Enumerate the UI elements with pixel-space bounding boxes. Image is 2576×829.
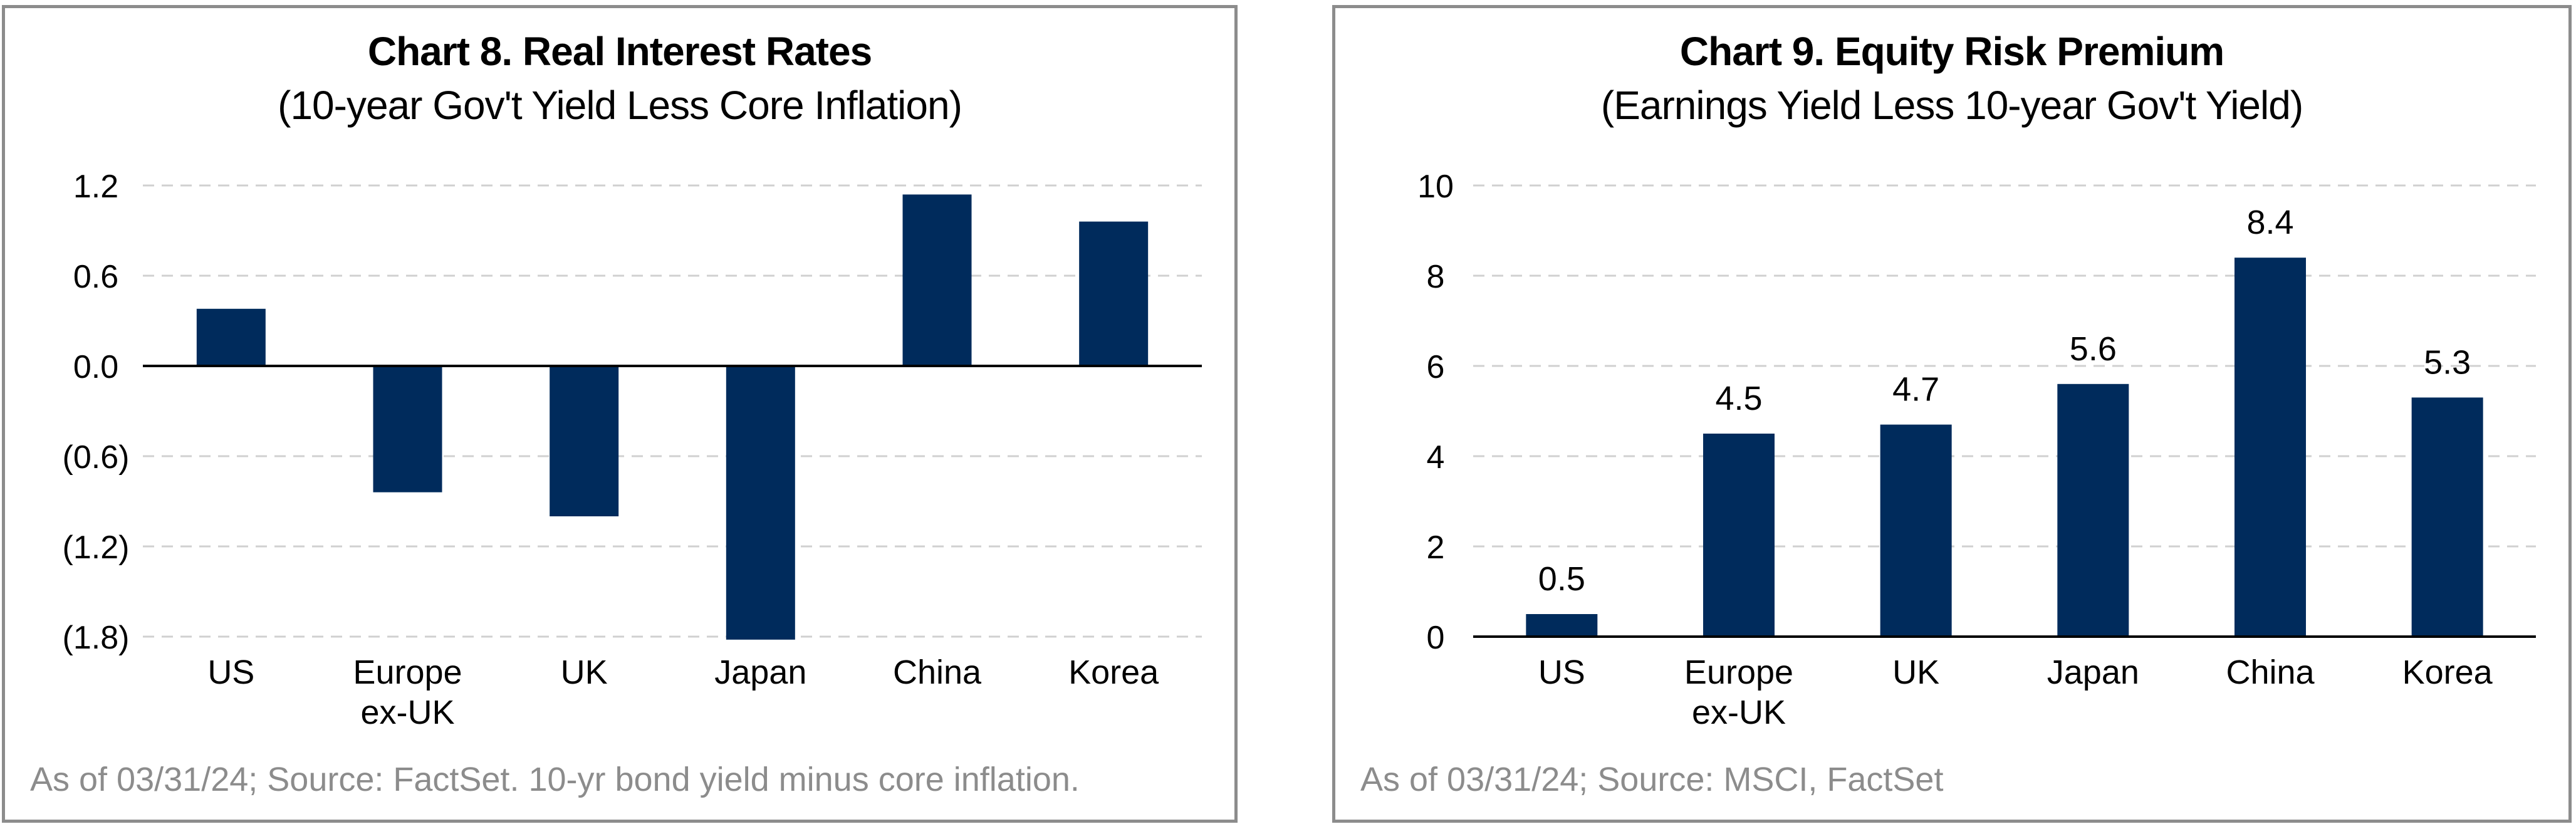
bar <box>726 366 795 640</box>
category-label: ex-UK <box>360 694 454 731</box>
y-tick-label: (1.8) <box>63 620 130 656</box>
chart-8-title: Chart 8. Real Interest Rates <box>367 29 872 74</box>
data-label: 4.5 <box>1715 380 1762 417</box>
chart-9-title: Chart 9. Equity Risk Premium <box>1679 29 2224 74</box>
bar <box>1079 221 1149 366</box>
chart-8-panel: Chart 8. Real Interest Rates (10-year Go… <box>2 5 1238 823</box>
data-label: 5.6 <box>2070 330 2117 368</box>
category-label: Korea <box>1068 654 1159 691</box>
data-label: 0.5 <box>1538 560 1585 598</box>
y-tick-label: 4 <box>1427 439 1445 476</box>
bar <box>550 366 619 516</box>
data-label: 4.7 <box>1892 371 1939 409</box>
category-label: US <box>207 654 254 691</box>
y-tick-label: 10 <box>1417 169 1454 205</box>
bar <box>2411 397 2483 637</box>
bar <box>1880 424 1952 637</box>
category-label: UK <box>561 654 608 691</box>
y-tick-label: 8 <box>1427 259 1445 295</box>
bar <box>2234 258 2306 637</box>
chart-9-panel: Chart 9. Equity Risk Premium (Earnings Y… <box>1332 5 2572 823</box>
data-label: 8.4 <box>2246 204 2293 241</box>
category-label: Europe <box>1684 654 1793 691</box>
category-label: Korea <box>2402 654 2493 691</box>
chart-8-subtitle: (10-year Gov't Yield Less Core Inflation… <box>278 83 962 128</box>
category-label: Europe <box>353 654 462 691</box>
chart-8-source-note: As of 03/31/24; Source: FactSet. 10-yr b… <box>30 761 1080 798</box>
bar <box>196 308 266 366</box>
category-label: ex-UK <box>1692 694 1786 731</box>
category-label: Japan <box>714 654 806 691</box>
y-tick-label: 0.0 <box>73 349 118 385</box>
y-tick-label: 0.6 <box>73 259 118 295</box>
bar <box>373 366 442 493</box>
y-tick-label: 2 <box>1427 529 1445 566</box>
category-label: UK <box>1892 654 1939 691</box>
bar <box>1703 434 1775 637</box>
category-label: China <box>893 654 982 691</box>
category-label: Japan <box>2047 654 2139 691</box>
bar <box>1526 614 1598 637</box>
y-tick-label: 1.2 <box>73 169 118 205</box>
y-tick-label: 6 <box>1427 349 1445 385</box>
data-label: 5.3 <box>2424 343 2471 381</box>
chart-9-subtitle: (Earnings Yield Less 10-year Gov't Yield… <box>1600 83 2303 128</box>
category-label: US <box>1538 654 1585 691</box>
y-tick-label: 0 <box>1427 620 1445 656</box>
y-tick-label: (1.2) <box>63 529 130 566</box>
bar <box>2057 383 2129 637</box>
category-label: China <box>2226 654 2315 691</box>
y-tick-label: (0.6) <box>63 439 130 476</box>
bar <box>902 194 972 366</box>
chart-9-source-note: As of 03/31/24; Source: MSCI, FactSet <box>1360 761 1944 798</box>
